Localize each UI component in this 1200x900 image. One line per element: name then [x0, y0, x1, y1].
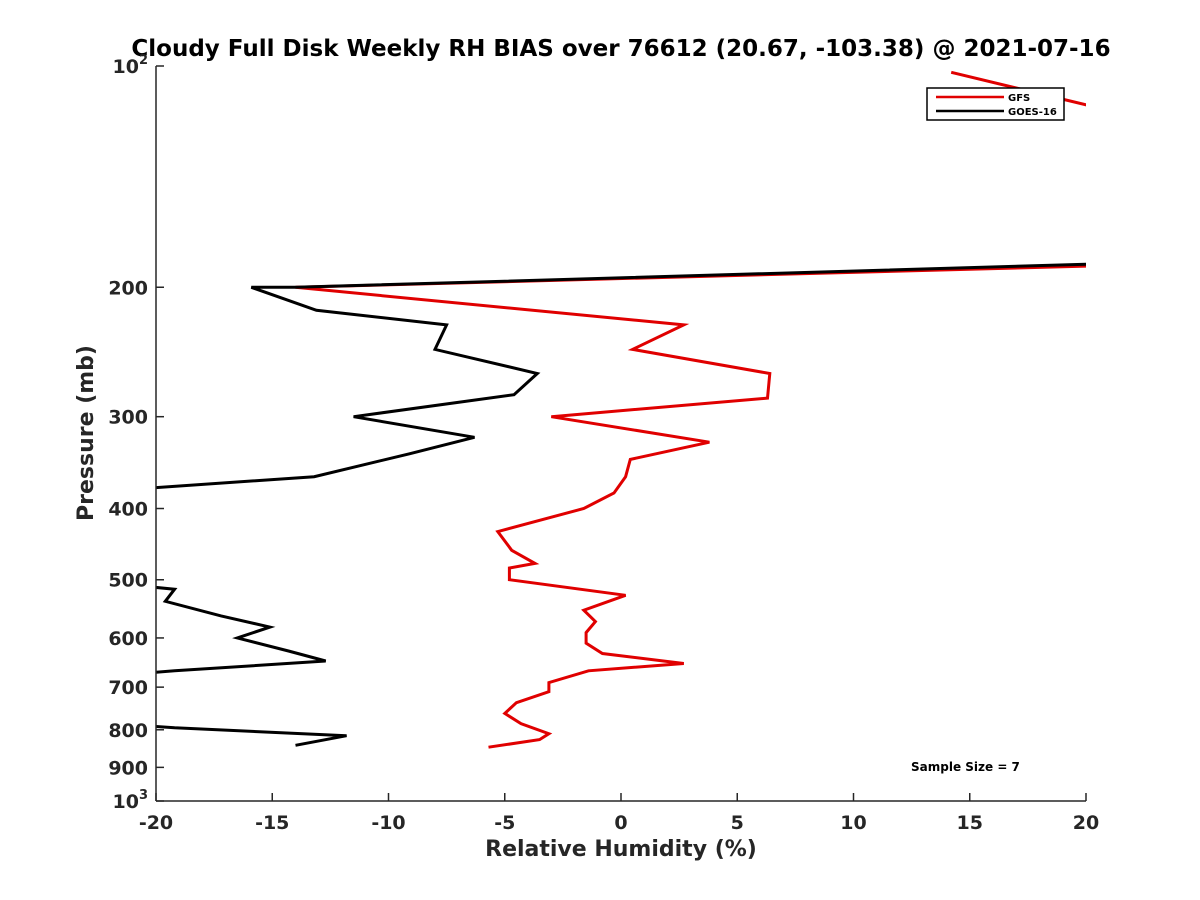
y-tick-label: 102	[113, 53, 149, 78]
x-tick-label: -20	[139, 812, 173, 834]
x-ticks: -20 -15 -10 -5 0 5 10 15 20	[139, 793, 1099, 834]
y-tick-label: 800	[108, 720, 148, 742]
y-tick-label: 103	[113, 788, 149, 813]
y-axis-label: Pressure (mb)	[74, 345, 99, 521]
sample-size-annotation: Sample Size = 7	[911, 760, 1020, 774]
x-tick-label: 15	[957, 812, 983, 834]
x-tick-label: -5	[494, 812, 515, 834]
y-tick-label: 900	[108, 757, 148, 779]
legend-box	[926, 87, 1065, 121]
x-tick-label: 0	[614, 812, 627, 834]
axes	[155, 66, 1086, 802]
legend: GFS GOES-16	[926, 87, 1065, 121]
series-line-goes-16	[156, 262, 1086, 747]
y-tick-label: 300	[108, 407, 148, 429]
y-ticks: 102 200 300 400 500 600 700 800 900 103	[108, 53, 164, 813]
x-tick-label: 20	[1073, 812, 1099, 834]
x-tick-label: -15	[255, 812, 289, 834]
y-tick-label: 400	[108, 499, 148, 521]
series-line-gfs	[295, 70, 1086, 749]
x-tick-label: 5	[731, 812, 744, 834]
y-tick-label: 600	[108, 628, 148, 650]
y-tick-label: 700	[108, 677, 148, 699]
series-layer	[156, 70, 1086, 749]
x-tick-label: -10	[371, 812, 405, 834]
legend-label-goes-16: GOES-16	[1008, 107, 1057, 118]
x-axis-label: Relative Humidity (%)	[485, 837, 757, 862]
x-tick-label: 10	[840, 812, 866, 834]
y-tick-label: 200	[108, 277, 148, 299]
legend-label-gfs: GFS	[1008, 93, 1030, 104]
y-tick-label: 500	[108, 570, 148, 592]
chart-title: Cloudy Full Disk Weekly RH BIAS over 766…	[131, 36, 1110, 62]
